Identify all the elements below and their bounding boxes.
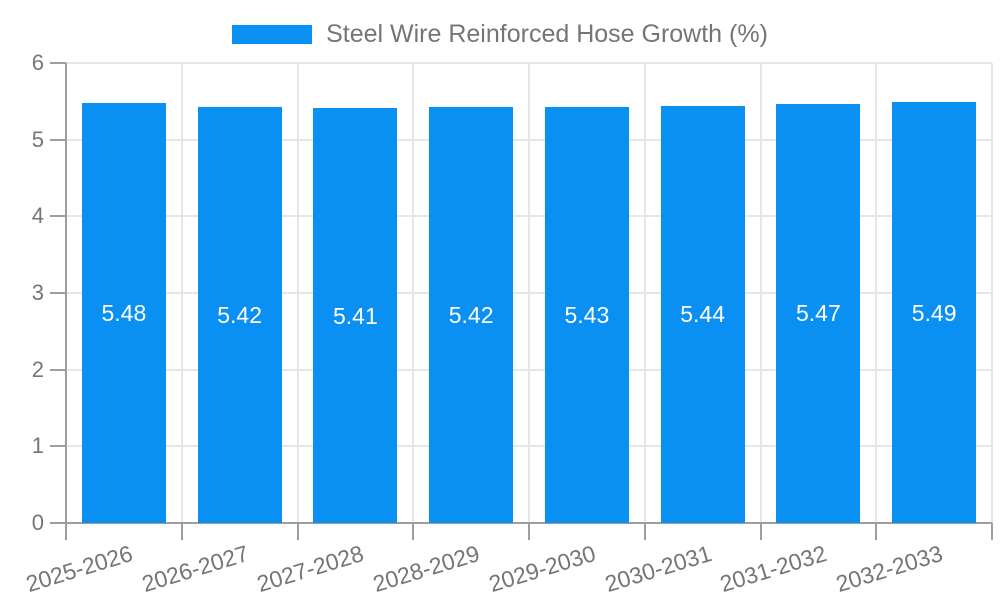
gridline-v xyxy=(412,63,415,523)
y-axis-line xyxy=(65,63,67,540)
legend-swatch xyxy=(232,24,313,44)
gridline-v xyxy=(759,63,762,523)
y-axis-tick-label: 6 xyxy=(31,50,44,75)
y-axis-tick xyxy=(50,62,66,64)
gridline-v xyxy=(180,63,183,523)
y-axis-tick-label: 3 xyxy=(31,280,44,305)
bar-value-label: 5.41 xyxy=(332,302,378,329)
y-axis-tick xyxy=(50,292,66,294)
y-axis-tick-label: 5 xyxy=(31,126,44,152)
x-axis-tick-label: 2025-2026 xyxy=(22,540,136,598)
gridline-v xyxy=(643,63,646,523)
bar xyxy=(776,103,861,523)
bar xyxy=(660,105,745,523)
y-axis-tick-label: 4 xyxy=(31,203,44,229)
bar-value-label: 5.44 xyxy=(680,301,725,328)
y-axis-tick xyxy=(50,215,66,218)
x-axis-tick-label: 2030-2031 xyxy=(601,540,715,598)
x-axis-tick xyxy=(180,523,183,540)
legend: Steel Wire Reinforced Hose Growth (%) xyxy=(0,18,1000,50)
y-axis-tick xyxy=(50,138,66,141)
x-axis-tick-label: 2028-2029 xyxy=(369,540,483,598)
bar xyxy=(892,102,977,523)
bar-value-label: 5.49 xyxy=(911,299,957,326)
y-axis-tick-label: 0 xyxy=(31,510,44,535)
bar-value-label: 5.42 xyxy=(448,302,494,329)
y-axis-tick xyxy=(50,445,66,448)
x-axis-tick xyxy=(528,523,530,540)
x-axis-tick xyxy=(296,523,299,540)
gridline-v xyxy=(528,63,530,523)
x-axis-tick-label: 2026-2027 xyxy=(138,540,252,598)
y-axis-tick xyxy=(50,522,66,524)
gridline-v xyxy=(296,63,299,523)
bar xyxy=(544,106,629,523)
gridline-v xyxy=(875,63,878,523)
x-axis-tick-label: 2027-2028 xyxy=(254,540,367,598)
gridline-v xyxy=(991,63,993,523)
bar xyxy=(197,107,282,523)
y-axis-tick xyxy=(50,368,66,371)
x-axis-line xyxy=(66,522,992,524)
bar xyxy=(81,102,166,523)
x-axis-tick-label: 2029-2030 xyxy=(485,540,599,598)
bar-value-label: 5.43 xyxy=(564,301,610,328)
y-axis-tick-label: 2 xyxy=(31,356,44,382)
legend-label: Steel Wire Reinforced Hose Growth (%) xyxy=(326,20,768,48)
bar xyxy=(313,108,398,523)
bar-value-label: 5.48 xyxy=(101,299,147,326)
x-axis-tick xyxy=(875,523,878,540)
x-axis-tick xyxy=(643,523,646,540)
bar xyxy=(429,107,514,523)
y-axis-tick-label: 1 xyxy=(31,433,44,459)
x-axis-tick xyxy=(412,523,415,540)
bar-value-label: 5.42 xyxy=(217,302,262,329)
x-axis-tick-label: 2032-2033 xyxy=(832,540,946,598)
x-axis-tick xyxy=(759,523,762,540)
bar-value-label: 5.47 xyxy=(795,300,841,327)
x-axis-tick xyxy=(991,523,993,540)
x-axis-tick-label: 2031-2032 xyxy=(717,540,830,598)
